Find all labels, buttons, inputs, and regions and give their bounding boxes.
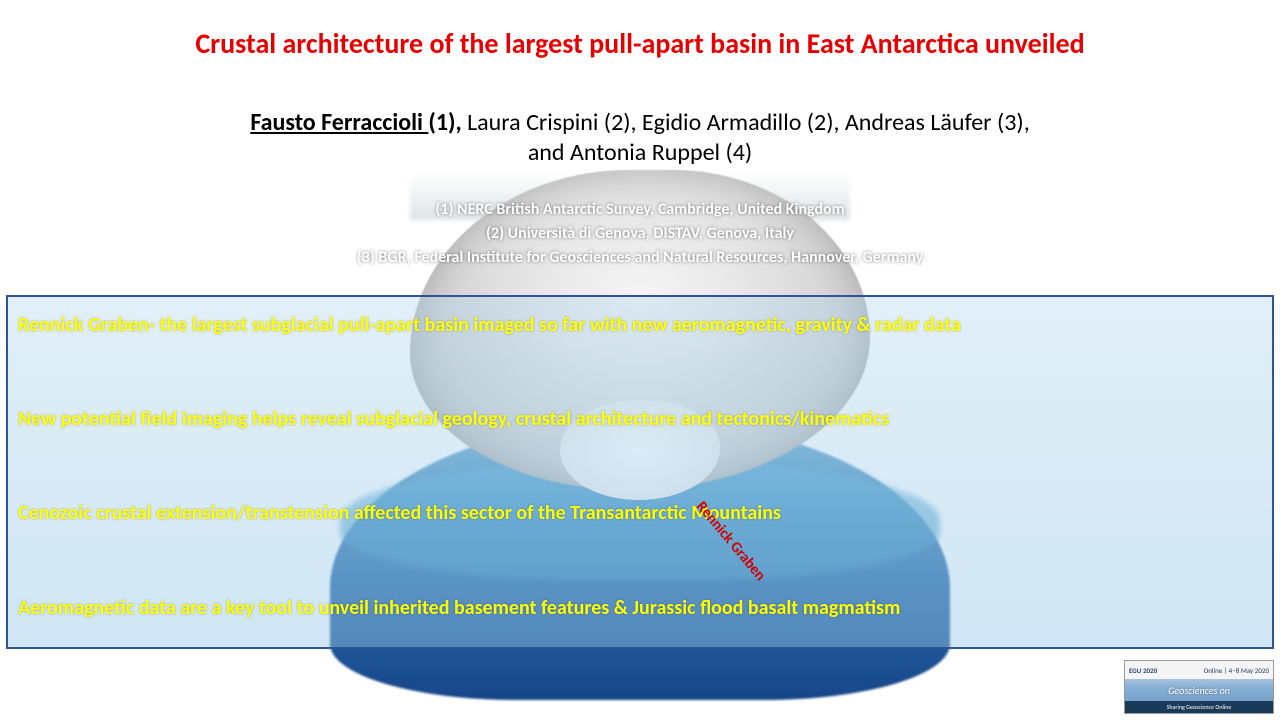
key-findings-panel: Rennick Graben- the largest subglacial p…	[6, 295, 1274, 649]
affiliation-2: (2) Università di Genova, DISTAV, Genova…	[0, 222, 1280, 246]
logo-tagline: Geosciences on	[1125, 679, 1273, 701]
affiliation-1: (1) NERC British Antarctic Survey, Cambr…	[0, 198, 1280, 222]
finding-3: Cenozoic crustal extension/transtension …	[18, 501, 1262, 525]
affiliation-3: (3) BGR, Federal Institute for Geoscienc…	[0, 246, 1280, 270]
finding-4: Aeromagnetic data are a key tool to unve…	[18, 596, 1262, 620]
logo-header-row: EGU 2020 Online | 4–8 May 2020	[1125, 661, 1273, 679]
finding-2: New potential field imaging helps reveal…	[18, 407, 1262, 431]
finding-1: Rennick Graben- the largest subglacial p…	[18, 313, 1262, 337]
lead-author: Fausto Ferraccioli	[250, 108, 428, 137]
logo-org: EGU	[1129, 666, 1141, 675]
logo-dates: Online | 4–8 May 2020	[1204, 666, 1269, 675]
coauthors-line2: and Antonia Ruppel (4)	[528, 138, 752, 167]
slide-title: Crustal architecture of the largest pull…	[0, 26, 1280, 61]
author-list: Fausto Ferraccioli (1), Laura Crispini (…	[0, 108, 1280, 168]
logo-strapline: Sharing Geoscience Online	[1125, 701, 1273, 713]
affiliations-block: (1) NERC British Antarctic Survey, Cambr…	[0, 198, 1280, 270]
egu-conference-logo: EGU 2020 Online | 4–8 May 2020 Geoscienc…	[1124, 660, 1274, 714]
logo-year: 2020	[1143, 666, 1157, 675]
coauthors-line1: Laura Crispini (2), Egidio Armadillo (2)…	[467, 108, 1030, 137]
lead-author-affil-num: (1),	[428, 108, 467, 137]
